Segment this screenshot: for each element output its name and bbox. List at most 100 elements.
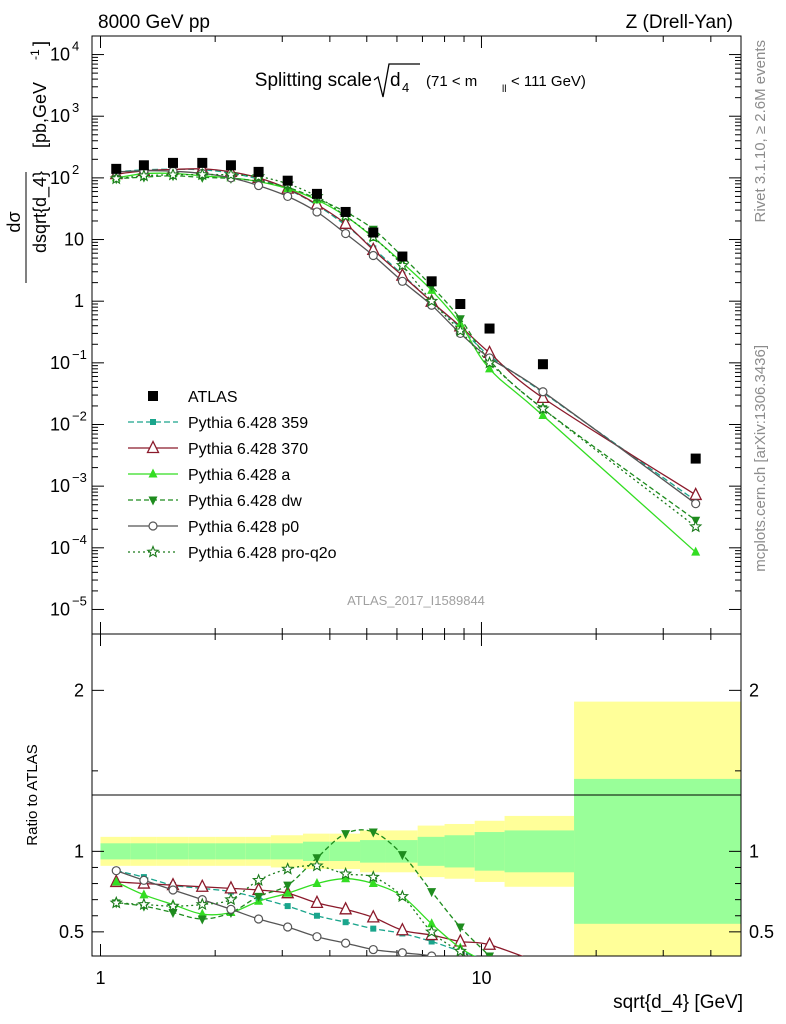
ratio-marker-pq2o [424, 924, 439, 938]
ratio-marker-p370 [310, 894, 324, 909]
atlas-data-point [340, 206, 351, 217]
series-marker-pp0 [341, 228, 351, 239]
ratio-marker-pa [427, 918, 437, 928]
sqrt-symbol [373, 63, 420, 98]
atlas-data-point [368, 227, 379, 238]
ratio-marker-pp0 [253, 914, 264, 924]
x-tick-label: 1 [95, 968, 105, 988]
ratio-marker-pp0 [397, 948, 407, 956]
legend-marker-p370 [146, 440, 160, 454]
bottom-y-axis: 0.5 0.5 1 1 2 2 [59, 680, 774, 942]
ratio-marker-pa [139, 889, 149, 899]
series-marker-pp0 [253, 180, 264, 191]
series-marker-pp0 [312, 207, 322, 217]
ratio-marker-pp0 [368, 944, 378, 955]
ratio-marker-pdw [168, 909, 178, 919]
band-inner-bin [130, 843, 157, 860]
band-inner-bin [302, 841, 330, 862]
y-tick-exponent: −4 [72, 532, 87, 547]
ratio-marker-pdw [368, 828, 378, 838]
y-tick-exponent: 3 [72, 100, 79, 115]
ratio-y-tick-label-right: 2 [749, 680, 759, 700]
band-inner-bin [245, 843, 271, 860]
ratio-y-tick-label: 0.5 [59, 922, 84, 942]
ratio-marker-pa [312, 878, 322, 888]
series-marker-pp0 [538, 387, 548, 397]
ratio-series [109, 828, 548, 969]
ratio-marker-p370 [537, 958, 548, 969]
ratio-uncertainty-bands [100, 701, 741, 956]
y-tick-exponent: −1 [72, 347, 87, 362]
y-tick-label: 10 [64, 230, 84, 250]
ratio-marker-pq2o [109, 895, 123, 909]
ratio-marker-p370 [195, 878, 209, 892]
atlas-data-point [282, 175, 293, 186]
series-marker-pq2o [453, 323, 467, 337]
atlas-data-point [426, 276, 437, 287]
legend-marker-p359 [150, 419, 156, 425]
ylabel-num: dσ [4, 211, 24, 232]
band-inner-bin [474, 832, 505, 871]
ratio-marker-pq2o [366, 870, 380, 883]
legend-label-pp0: Pythia 6.428 p0 [188, 519, 299, 536]
legend-marker-pq2o [146, 545, 160, 558]
ratio-marker-p370 [224, 880, 238, 894]
atlas-data-points [111, 157, 701, 464]
ylabel-exp: -1 [28, 49, 42, 60]
band-inner-bin [270, 843, 303, 860]
series-marker-pq2o [482, 355, 497, 369]
ratio-y-tick-label-right: 0.5 [749, 922, 774, 942]
ratio-marker-pdw [312, 854, 322, 864]
ratio-marker-p359 [370, 925, 377, 932]
series-marker-pdw [455, 315, 465, 325]
series-marker-pa [485, 363, 495, 373]
y-tick-label: 10 [50, 414, 70, 434]
header-left: 8000 GeV pp [98, 12, 210, 33]
title-range-sub: ll [502, 84, 506, 95]
series-marker-pa [538, 409, 548, 419]
band-inner-bin [100, 843, 131, 860]
ratio-marker-pa [283, 887, 293, 897]
atlas-data-point [138, 160, 149, 171]
atlas-data-point [197, 157, 208, 168]
series-marker-pq2o [536, 401, 550, 415]
atlas-data-point [537, 359, 548, 370]
ratio-y-label: Ratio to ATLAS [24, 744, 41, 845]
series-marker-pp0 [283, 191, 293, 202]
atlas-data-point [397, 251, 408, 262]
band-inner-bin [329, 841, 361, 862]
legend-marker-atlas [148, 391, 158, 401]
y-tick-label: 10 [50, 476, 70, 496]
y-tick-exponent: −5 [72, 593, 87, 608]
ratio-marker-pq2o [281, 862, 295, 875]
title-sub: 4 [402, 80, 409, 95]
ratio-marker-pa [485, 959, 494, 968]
legend-label-pa: Pythia 6.428 a [188, 467, 290, 484]
band-inner-bin [504, 830, 575, 873]
ratio-marker-pp0 [111, 866, 121, 876]
band-inner-bin [188, 843, 216, 860]
legend-label-pq2o: Pythia 6.428 pro-q2o [188, 545, 337, 562]
series-marker-pq2o [424, 294, 439, 307]
side-text-top: Rivet 3.1.10, ≥ 2.6M events [752, 40, 769, 223]
y-tick-label: 10 [50, 599, 70, 619]
title-main: Splitting scale [255, 70, 372, 91]
title-range-b: < 111 GeV) [511, 73, 586, 90]
ratio-marker-pa [111, 876, 121, 886]
ratio-marker-p359 [284, 903, 291, 910]
y-tick-label: 10 [50, 106, 70, 126]
ratio-marker-pq2o [137, 897, 151, 911]
ratio-marker-pq2o [338, 866, 353, 880]
x-axis-label: sqrt{d_4} [GeV] [613, 992, 743, 1013]
ratio-marker-p370 [339, 901, 353, 915]
series-marker-p370 [339, 215, 353, 229]
atlas-data-point [253, 166, 264, 177]
side-text-bottom: mcplots.cern.ch [arXiv:1306.3436] [752, 345, 769, 572]
ratio-marker-pp0 [283, 922, 293, 932]
ratio-marker-p359 [428, 938, 435, 945]
title-range-a: (71 < m [426, 73, 477, 90]
ratio-marker-p359 [487, 958, 493, 964]
ratio-marker-p359 [342, 919, 349, 926]
band-inner-bin [444, 835, 475, 868]
